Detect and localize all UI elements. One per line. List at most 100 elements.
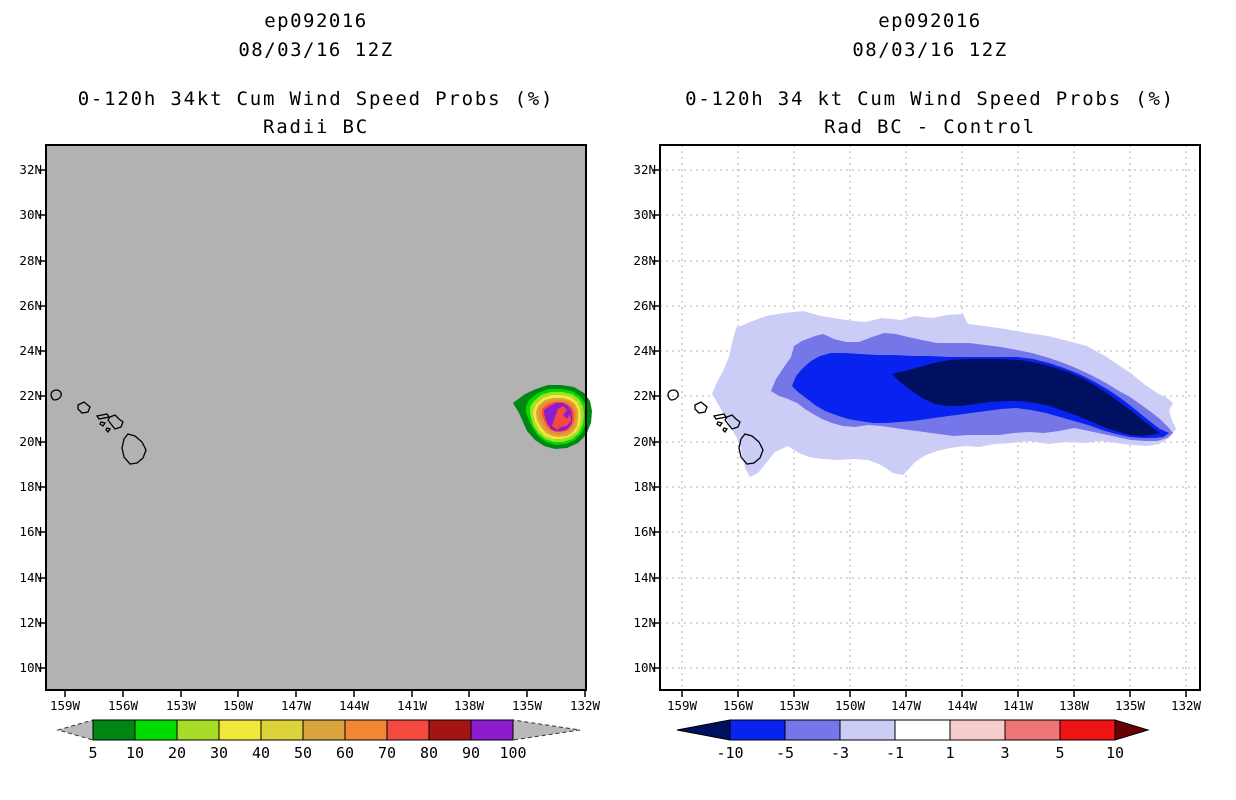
lat-label: 20N (19, 434, 42, 449)
lon-label: 153W (779, 698, 810, 713)
lat-label: 30N (19, 207, 42, 222)
lon-label: 138W (1059, 698, 1090, 713)
lat-label: 30N (633, 207, 656, 222)
lon-ticks (681, 690, 1187, 697)
lat-label: 10N (19, 660, 42, 675)
colorbar-segment (1059, 719, 1116, 741)
colorbar-right-arrow (512, 719, 581, 741)
difference-contours (712, 311, 1176, 477)
lon-label: 132W (1171, 698, 1202, 713)
lon-ticks (64, 690, 586, 697)
colorbar-segment (839, 719, 896, 741)
lat-label: 28N (633, 253, 656, 268)
lon-label: 141W (397, 698, 428, 713)
lon-label: 153W (166, 698, 197, 713)
lat-label: 26N (633, 298, 656, 313)
map-frame (45, 144, 587, 691)
colorbar-segment (134, 719, 178, 741)
lon-label: 150W (223, 698, 254, 713)
run-time: 08/03/16 12Z (238, 39, 394, 61)
colorbar-right-arrow (1114, 719, 1150, 741)
lon-label: 132W (570, 698, 601, 713)
lat-label: 16N (633, 524, 656, 539)
storm-id: ep092016 (878, 10, 982, 32)
colorbar-left-arrow (56, 719, 94, 741)
lon-axis-labels: 159W 156W 153W 150W 147W 144W 141W 138W … (667, 698, 1202, 713)
product-title: 0-120h 34 kt Cum Wind Speed Probs (%) (685, 88, 1175, 110)
lon-label: 141W (1003, 698, 1034, 713)
colorbar-tick-label: 80 (420, 744, 438, 762)
colorbar-left-arrow (676, 719, 731, 741)
colorbar-tick-label: 3 (1000, 744, 1009, 762)
lon-label: 159W (50, 698, 81, 713)
colorbar-tick-label: 90 (462, 744, 480, 762)
probability-contours (513, 385, 592, 449)
lon-label: 156W (723, 698, 754, 713)
colorbar-segment (218, 719, 262, 741)
experiment-title: Radii BC (263, 116, 369, 138)
lat-label: 22N (633, 388, 656, 403)
colorbar-tick-label: -10 (716, 744, 743, 762)
colorbar-segment (729, 719, 786, 741)
lat-label: 20N (633, 434, 656, 449)
colorbar-segment (176, 719, 220, 741)
colorbar-tick-label: -5 (776, 744, 794, 762)
colorbar-tick-label: 30 (210, 744, 228, 762)
colorbar-tick-label: 100 (499, 744, 526, 762)
colorbar-tick-label: -1 (886, 744, 904, 762)
colorbar-segments (92, 719, 514, 741)
colorbar-tick-label: -3 (831, 744, 849, 762)
lat-axis-labels: 32N 30N 28N 26N 24N 22N 20N 18N 16N 14N … (19, 162, 42, 675)
lat-label: 26N (19, 298, 42, 313)
lon-label: 159W (667, 698, 698, 713)
lat-label: 12N (19, 615, 42, 630)
colorbar-tick-label: 5 (88, 744, 97, 762)
colorbar-segment (470, 719, 514, 741)
coastline-hawaii (667, 389, 764, 465)
panel-header-rad-bc-control: ep092016 08/03/16 12Z 0-120h 34 kt Cum W… (660, 10, 1200, 138)
coastline-hawaii (50, 389, 147, 465)
run-time: 08/03/16 12Z (852, 39, 1008, 61)
colorbar-tick-label: 5 (1055, 744, 1064, 762)
experiment-title: Rad BC - Control (824, 116, 1036, 138)
product-title: 0-120h 34kt Cum Wind Speed Probs (%) (77, 88, 555, 110)
colorbar-segment (949, 719, 1006, 741)
lat-label: 10N (633, 660, 656, 675)
lat-ticks (653, 169, 660, 669)
lat-label: 18N (19, 479, 42, 494)
lat-axis-labels: 32N 30N 28N 26N 24N 22N 20N 18N 16N 14N … (633, 162, 656, 675)
panel-header-radii-bc: ep092016 08/03/16 12Z 0-120h 34kt Cum Wi… (46, 10, 586, 138)
lat-label: 12N (633, 615, 656, 630)
lon-label: 150W (835, 698, 866, 713)
lat-label: 24N (19, 343, 42, 358)
colorbar-tick-label: 70 (378, 744, 396, 762)
colorbar-segment (894, 719, 951, 741)
colorbar-segment (386, 719, 430, 741)
colorbar-segment (92, 719, 136, 741)
lat-label: 16N (19, 524, 42, 539)
lat-label: 32N (19, 162, 42, 177)
contour-max-hook (552, 406, 571, 430)
colorbar-labels: 5 10 20 30 40 50 60 70 80 90 100 (88, 744, 526, 762)
colorbar-segments (729, 719, 1116, 741)
lon-label: 147W (281, 698, 312, 713)
map-background (46, 145, 586, 690)
lat-label: 14N (633, 570, 656, 585)
colorbar-tick-label: 50 (294, 744, 312, 762)
colorbar-tick-label: 10 (126, 744, 144, 762)
difference-colorbar: -10 -5 -3 -1 1 3 5 10 (676, 719, 1150, 762)
lat-label: 28N (19, 253, 42, 268)
contour-minus10-core (892, 359, 1160, 436)
lat-ticks (39, 169, 46, 669)
lat-label: 24N (633, 343, 656, 358)
lon-label: 144W (339, 698, 370, 713)
colorbar-labels: -10 -5 -3 -1 1 3 5 10 (716, 744, 1124, 762)
colorbar-segment (260, 719, 304, 741)
lat-label: 18N (633, 479, 656, 494)
colorbar-tick-label: 40 (252, 744, 270, 762)
colorbar-segment (1004, 719, 1061, 741)
difference-map: 32N 30N 28N 26N 24N 22N 20N 18N 16N 14N … (633, 144, 1202, 713)
colorbar-segment (784, 719, 841, 741)
storm-id: ep092016 (264, 10, 368, 32)
colorbar-segment (302, 719, 346, 741)
